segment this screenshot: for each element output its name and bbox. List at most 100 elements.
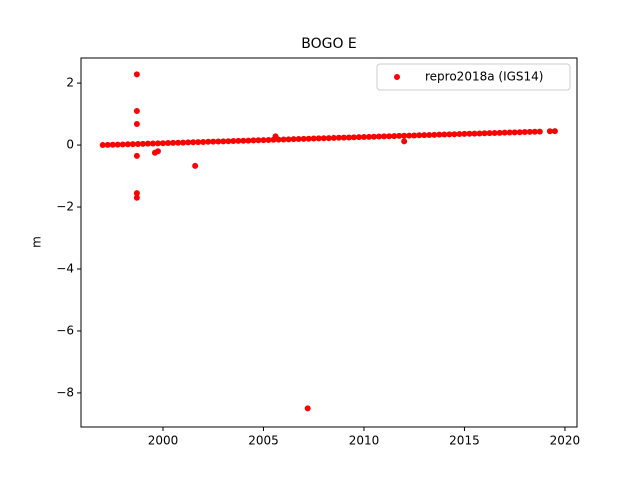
point <box>215 138 222 145</box>
point <box>272 133 279 140</box>
y-tick-label: 0 <box>66 138 74 152</box>
point <box>99 142 106 149</box>
point <box>536 128 543 135</box>
point <box>325 135 332 142</box>
point <box>416 132 423 139</box>
y-tick-label: 2 <box>66 76 74 90</box>
point <box>129 141 136 148</box>
point <box>104 141 111 148</box>
point <box>426 131 433 138</box>
point <box>371 133 378 140</box>
point <box>340 134 347 141</box>
point <box>192 162 199 169</box>
y-tick-label: −6 <box>56 323 74 337</box>
point <box>365 133 372 140</box>
point <box>481 130 488 137</box>
point <box>205 138 212 145</box>
point <box>381 133 388 140</box>
point <box>195 139 202 146</box>
point <box>200 138 207 145</box>
point <box>521 129 528 136</box>
point <box>406 132 413 139</box>
point <box>149 140 156 147</box>
point <box>290 136 297 143</box>
point <box>235 137 242 144</box>
point <box>376 133 383 140</box>
point <box>496 129 503 136</box>
point <box>335 134 342 141</box>
point <box>133 120 140 127</box>
point <box>391 133 398 140</box>
point <box>401 138 408 145</box>
y-tick-label: −4 <box>56 261 74 275</box>
point <box>411 132 418 139</box>
point <box>511 129 518 136</box>
point <box>546 128 553 135</box>
point <box>245 137 252 144</box>
point <box>133 107 140 114</box>
point <box>466 130 473 137</box>
point <box>180 139 187 146</box>
point <box>456 131 463 138</box>
point <box>260 137 267 144</box>
point <box>280 136 287 143</box>
point <box>134 140 141 147</box>
point <box>139 140 146 147</box>
point <box>154 140 161 147</box>
point <box>476 130 483 137</box>
point <box>165 140 172 147</box>
x-tick-label: 2000 <box>148 434 179 448</box>
point <box>175 139 182 146</box>
point <box>315 135 322 142</box>
plot-frame <box>80 57 578 428</box>
point <box>471 130 478 137</box>
point <box>144 140 151 147</box>
y-tick-label: −8 <box>56 385 74 399</box>
point <box>304 405 311 412</box>
point <box>265 136 272 143</box>
point <box>109 141 116 148</box>
point <box>441 131 448 138</box>
point <box>526 128 533 135</box>
x-tick-label: 2010 <box>349 434 380 448</box>
point <box>220 138 227 145</box>
point <box>421 132 428 139</box>
point <box>159 140 166 147</box>
point <box>255 137 262 144</box>
point <box>396 132 403 139</box>
point <box>501 129 508 136</box>
x-tick-label: 2005 <box>248 434 279 448</box>
point <box>345 134 352 141</box>
point <box>431 131 438 138</box>
point <box>185 139 192 146</box>
point <box>114 141 121 148</box>
y-tick-label: −2 <box>56 200 74 214</box>
point <box>491 129 498 136</box>
chart-title: BOGO E <box>301 36 357 52</box>
legend-marker <box>394 74 400 80</box>
point <box>486 130 493 137</box>
point <box>506 129 513 136</box>
point <box>516 129 523 136</box>
point <box>285 136 292 143</box>
point <box>133 190 140 197</box>
point <box>310 135 317 142</box>
point <box>124 141 131 148</box>
point <box>446 131 453 138</box>
point <box>170 139 177 146</box>
legend-box <box>376 63 571 91</box>
point <box>350 134 357 141</box>
point <box>360 134 367 141</box>
point <box>225 138 232 145</box>
y-axis-label: m <box>30 236 44 248</box>
point <box>330 134 337 141</box>
point <box>133 152 140 159</box>
point <box>300 135 307 142</box>
point <box>305 135 312 142</box>
point <box>119 141 126 148</box>
point <box>355 134 362 141</box>
point <box>461 130 468 137</box>
x-tick-label: 2015 <box>449 434 480 448</box>
point <box>240 137 247 144</box>
